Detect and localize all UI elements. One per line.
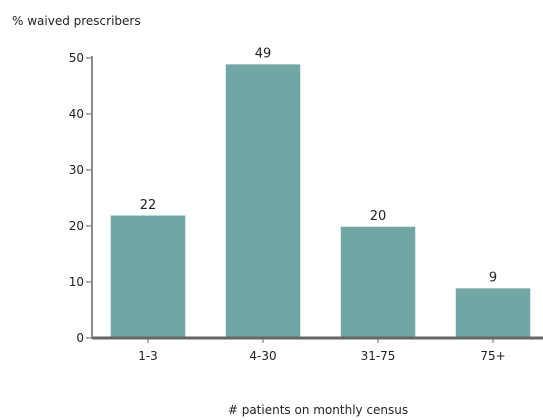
x-tick-label-75+: 75+ bbox=[480, 349, 505, 363]
y-tick-label-0: 0 bbox=[76, 331, 84, 345]
bar-1-3 bbox=[109, 214, 187, 339]
bar-75+ bbox=[454, 286, 532, 339]
x-tick-label-31-75: 31-75 bbox=[361, 349, 396, 363]
bar-31-75 bbox=[339, 225, 417, 339]
y-tick-label-50: 50 bbox=[69, 51, 84, 65]
y-tick-label-30: 30 bbox=[69, 163, 84, 177]
data-label-75+: 9 bbox=[489, 271, 497, 286]
x-tick-label-1-3: 1-3 bbox=[138, 349, 158, 363]
y-tick-label-10: 10 bbox=[69, 275, 84, 289]
y-tick-label-40: 40 bbox=[69, 107, 84, 121]
x-axis-label: # patients on monthly census bbox=[228, 403, 408, 417]
axes-group: 1-3 4-30 31-75 75+ 0 10 20 30 40 50 bbox=[69, 51, 543, 363]
data-label-4-30: 49 bbox=[255, 47, 272, 62]
bars-group: 22 49 20 9 bbox=[109, 47, 532, 339]
y-axis-label: % waived prescribers bbox=[12, 14, 141, 28]
data-label-31-75: 20 bbox=[370, 209, 387, 224]
bar-4-30 bbox=[224, 62, 302, 339]
y-tick-label-20: 20 bbox=[69, 219, 84, 233]
x-tick-label-4-30: 4-30 bbox=[249, 349, 276, 363]
data-label-1-3: 22 bbox=[140, 198, 157, 213]
